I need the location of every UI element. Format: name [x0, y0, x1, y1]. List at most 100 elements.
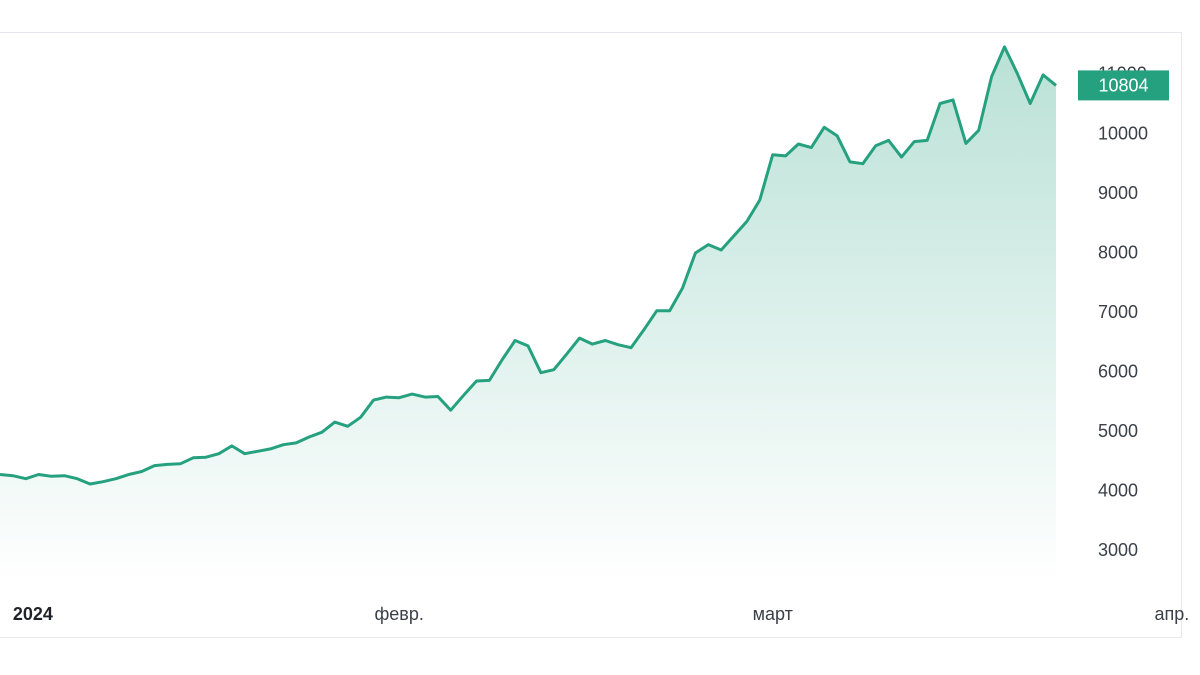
data-point: [101, 480, 105, 484]
data-point: [462, 393, 466, 397]
y-tick-label: 4000: [1098, 481, 1138, 501]
x-tick-label: февр.: [374, 604, 423, 624]
data-point: [372, 398, 376, 402]
y-tick-label: 5000: [1098, 421, 1138, 441]
data-point: [578, 336, 582, 340]
data-point: [62, 474, 66, 478]
data-point: [977, 128, 981, 132]
y-tick-label: 8000: [1098, 242, 1138, 262]
data-point: [912, 140, 916, 144]
data-point: [526, 344, 530, 348]
data-point: [487, 378, 491, 382]
data-point: [822, 125, 826, 129]
data-point: [1015, 72, 1019, 76]
data-point: [1054, 83, 1058, 87]
data-point: [758, 198, 762, 202]
data-point: [281, 443, 285, 447]
y-tick-label: 3000: [1098, 540, 1138, 560]
data-point: [217, 452, 221, 456]
data-point: [745, 219, 749, 223]
data-point: [191, 456, 195, 460]
data-point: [539, 371, 543, 375]
data-point: [616, 343, 620, 347]
data-point: [732, 234, 736, 238]
data-point: [719, 248, 723, 252]
data-point: [114, 477, 118, 481]
x-tick-label: 2024: [13, 604, 53, 624]
data-point: [50, 474, 54, 478]
last-price-tag: [1078, 70, 1169, 101]
data-point: [243, 452, 247, 456]
data-point: [410, 392, 414, 396]
data-point: [706, 243, 710, 247]
x-tick-label: март: [753, 604, 793, 624]
y-tick-label: 10000: [1098, 123, 1148, 143]
data-point: [397, 396, 401, 400]
data-point: [796, 142, 800, 146]
data-point: [835, 134, 839, 138]
data-point: [346, 424, 350, 428]
data-point: [938, 102, 942, 106]
data-point: [165, 462, 169, 466]
data-point: [11, 474, 15, 478]
x-tick-label: апр.: [1155, 604, 1190, 624]
data-point: [24, 477, 28, 481]
price-area-fill: [0, 46, 1056, 582]
data-point: [771, 153, 775, 157]
data-point: [693, 251, 697, 255]
data-point: [900, 155, 904, 159]
data-point: [294, 441, 298, 445]
data-point: [268, 447, 272, 451]
data-point: [951, 98, 955, 102]
data-point: [1041, 73, 1045, 77]
data-point: [230, 444, 234, 448]
data-point: [384, 395, 388, 399]
data-point: [925, 138, 929, 142]
data-point: [127, 473, 131, 477]
data-point: [887, 138, 891, 142]
data-point: [500, 358, 504, 362]
price-line: [0, 45, 1057, 486]
data-point: [475, 379, 479, 383]
data-point: [668, 309, 672, 313]
data-point: [809, 146, 813, 150]
data-point: [436, 395, 440, 399]
data-point: [204, 455, 208, 459]
data-point: [75, 477, 79, 481]
data-point: [513, 339, 517, 343]
data-point: [37, 473, 41, 477]
data-point: [603, 339, 607, 343]
data-point: [861, 162, 865, 166]
data-point: [449, 408, 453, 412]
data-point: [552, 368, 556, 372]
data-point: [153, 464, 157, 468]
data-point: [655, 309, 659, 313]
data-point: [629, 346, 633, 350]
last-price-label: 10804: [1098, 75, 1148, 95]
data-point: [874, 144, 878, 148]
data-point: [848, 160, 852, 164]
data-point: [784, 154, 788, 158]
data-point: [256, 449, 260, 453]
data-point: [178, 462, 182, 466]
data-point: [1028, 102, 1032, 106]
data-point: [320, 430, 324, 434]
chart-frame: [0, 32, 1182, 638]
data-point: [140, 470, 144, 474]
data-point: [88, 482, 92, 486]
data-point: [423, 395, 427, 399]
data-point: [590, 342, 594, 346]
y-tick-label: 9000: [1098, 183, 1138, 203]
data-point: [642, 328, 646, 332]
data-point: [681, 286, 685, 290]
data-point: [333, 420, 337, 424]
data-point: [964, 141, 968, 145]
data-point: [359, 415, 363, 419]
data-point: [565, 352, 569, 356]
y-tick-label: 6000: [1098, 362, 1138, 382]
data-point: [307, 435, 311, 439]
data-point: [1003, 45, 1007, 49]
y-tick-label: 7000: [1098, 302, 1138, 322]
data-point: [990, 75, 994, 79]
